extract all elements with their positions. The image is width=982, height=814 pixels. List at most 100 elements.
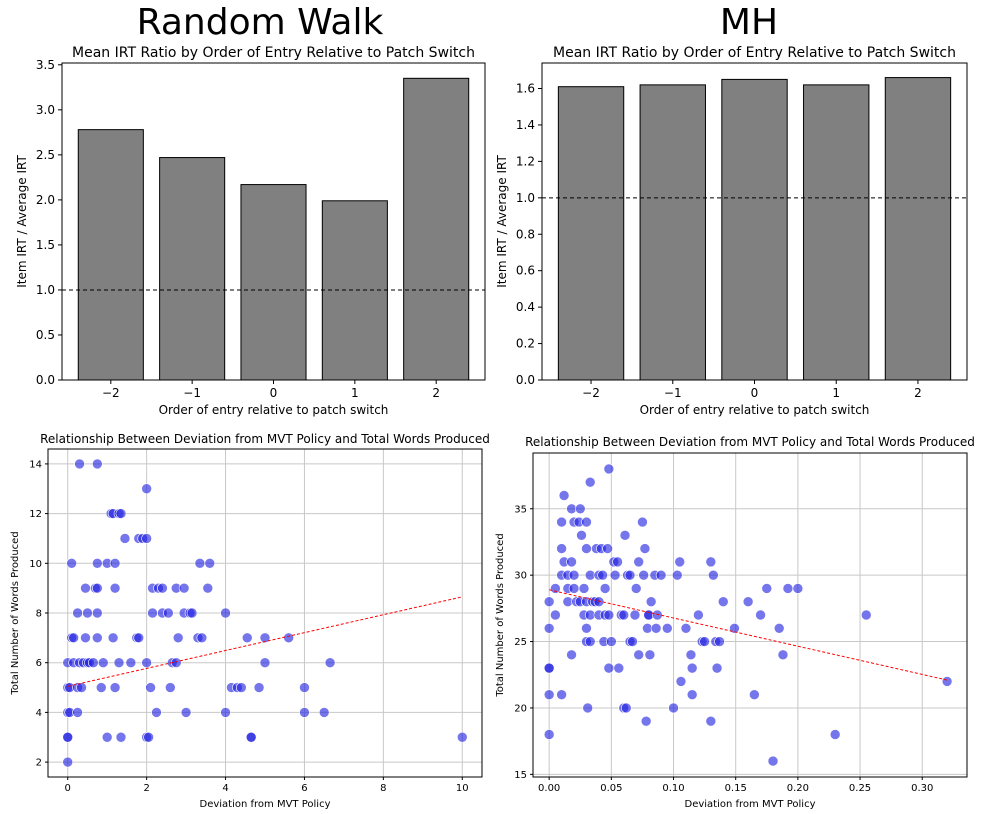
scatter-point-36 <box>584 636 596 647</box>
scatter-point-93 <box>318 707 330 718</box>
y-tick-label-5: 12 <box>29 509 42 520</box>
scatter-point-68 <box>172 632 184 644</box>
scatter-point-71 <box>180 707 192 718</box>
y-tick-label-0: 2 <box>36 758 42 769</box>
y-tick-label-0: 0.0 <box>516 373 535 387</box>
scatter-point-88 <box>259 657 271 668</box>
y-tick-label-1: 20 <box>514 703 527 714</box>
scatter-point-44 <box>115 731 127 743</box>
x-tick-label-2: 0 <box>751 386 759 400</box>
bar-1 <box>159 157 226 381</box>
scatter-point-95 <box>693 609 704 621</box>
scatter-point-116 <box>860 609 872 621</box>
scatter-point-64 <box>620 702 632 714</box>
scatter-point-97 <box>699 636 710 647</box>
y-axis-label: Item IRT / Average IRT <box>495 155 509 288</box>
scatter-point-76 <box>640 715 652 727</box>
scatter-point-74 <box>638 569 649 581</box>
scatter-point-33 <box>101 731 113 743</box>
scatter-point-30 <box>92 558 103 569</box>
scatter-point-57 <box>147 607 158 619</box>
scatter-point-87 <box>253 682 265 693</box>
scatter-point-93 <box>686 662 698 674</box>
bar-1 <box>639 84 706 381</box>
scatter-point-8 <box>556 689 567 700</box>
scatter-point-56 <box>145 682 156 693</box>
scatter-point-21 <box>568 569 580 581</box>
y-tick-label-6: 3.0 <box>36 103 55 117</box>
scatter-point-13 <box>558 490 570 501</box>
y-tick-label-4: 35 <box>514 504 527 515</box>
axes-frame <box>532 452 968 778</box>
scatter-chart-mh: Relationship Between Deviation from MVT … <box>495 435 975 810</box>
scatter-point-0 <box>543 729 555 740</box>
y-tick-label-2: 25 <box>514 637 527 648</box>
scatter-point-55 <box>606 636 617 647</box>
bar-2 <box>721 78 788 381</box>
scatter-point-59 <box>613 662 625 674</box>
scatter-point-92 <box>299 707 310 718</box>
scatter-point-38 <box>109 558 121 569</box>
x-tick-label-0: 0.00 <box>538 783 560 794</box>
y-tick-label-2: 1.0 <box>36 283 55 297</box>
x-tick-label-2: 0.10 <box>662 783 684 794</box>
y-tick-label-1: 4 <box>36 708 42 719</box>
scatter-point-47 <box>597 569 608 581</box>
scatter-point-103 <box>714 636 725 647</box>
bar-0 <box>77 129 144 381</box>
scatter-point-100 <box>708 569 719 581</box>
scatter-point-12 <box>72 707 83 718</box>
scatter-point-77 <box>202 582 214 594</box>
scatter-point-61 <box>157 582 168 594</box>
y-tick-label-5: 1.0 <box>516 191 535 205</box>
trend-line <box>67 596 463 687</box>
x-tick-label-4: 2 <box>914 386 922 400</box>
y-tick-label-3: 30 <box>514 571 527 582</box>
scatter-chart-random-walk: Relationship Between Deviation from MVT … <box>10 432 490 810</box>
scatter-point-81 <box>645 596 657 608</box>
bar-chart-mh: Mean IRT Ratio by Order of Entry Relativ… <box>495 45 968 417</box>
y-tick-label-3: 1.5 <box>36 238 55 252</box>
scatter-point-98 <box>705 715 717 727</box>
scatter-point-75 <box>194 558 206 569</box>
scatter-point-54 <box>141 533 152 544</box>
scatter-point-113 <box>782 583 794 594</box>
scatter-point-51 <box>602 543 613 554</box>
scatter-point-80 <box>220 607 231 619</box>
scatter-point-31 <box>95 682 107 693</box>
y-tick-label-0: 0.0 <box>36 373 55 387</box>
section-title-mh: MH <box>720 2 778 43</box>
chart-title: Relationship Between Deviation from MVT … <box>525 435 975 449</box>
bar-4 <box>403 77 470 381</box>
scatter-point-67 <box>624 569 636 581</box>
scatter-point-95 <box>456 731 468 743</box>
scatter-point-108 <box>755 609 766 621</box>
scatter-point-92 <box>685 649 697 661</box>
scatter-point-39 <box>584 476 596 488</box>
y-tick-label-4: 10 <box>29 559 42 570</box>
scatter-point-3 <box>543 662 555 674</box>
trend-line <box>549 589 948 681</box>
scatter-point-87 <box>668 702 679 714</box>
x-tick-label-5: 0.25 <box>849 783 871 794</box>
scatter-point-94 <box>324 657 336 668</box>
scatter-point-33 <box>581 543 592 554</box>
y-tick-label-3: 0.6 <box>516 264 535 278</box>
chart-title: Relationship Between Deviation from MVT … <box>40 432 490 446</box>
scatter-point-6 <box>550 609 561 621</box>
scatter-point-19 <box>80 632 91 644</box>
scatter-point-91 <box>680 622 692 634</box>
scatter-point-2 <box>62 731 74 743</box>
scatter-point-117 <box>941 676 953 687</box>
scatter-point-34 <box>581 516 592 528</box>
scatter-point-88 <box>671 569 683 581</box>
scatter-point-114 <box>792 583 804 594</box>
chart-title: Mean IRT Ratio by Order of Entry Relativ… <box>553 45 956 61</box>
scatter-point-76 <box>196 632 208 644</box>
scatter-point-44 <box>593 596 605 608</box>
scatter-point-90 <box>283 632 294 644</box>
scatter-point-7 <box>550 583 561 594</box>
scatter-point-46 <box>125 657 137 668</box>
x-axis-label: Order of entry relative to patch switch <box>159 403 389 417</box>
